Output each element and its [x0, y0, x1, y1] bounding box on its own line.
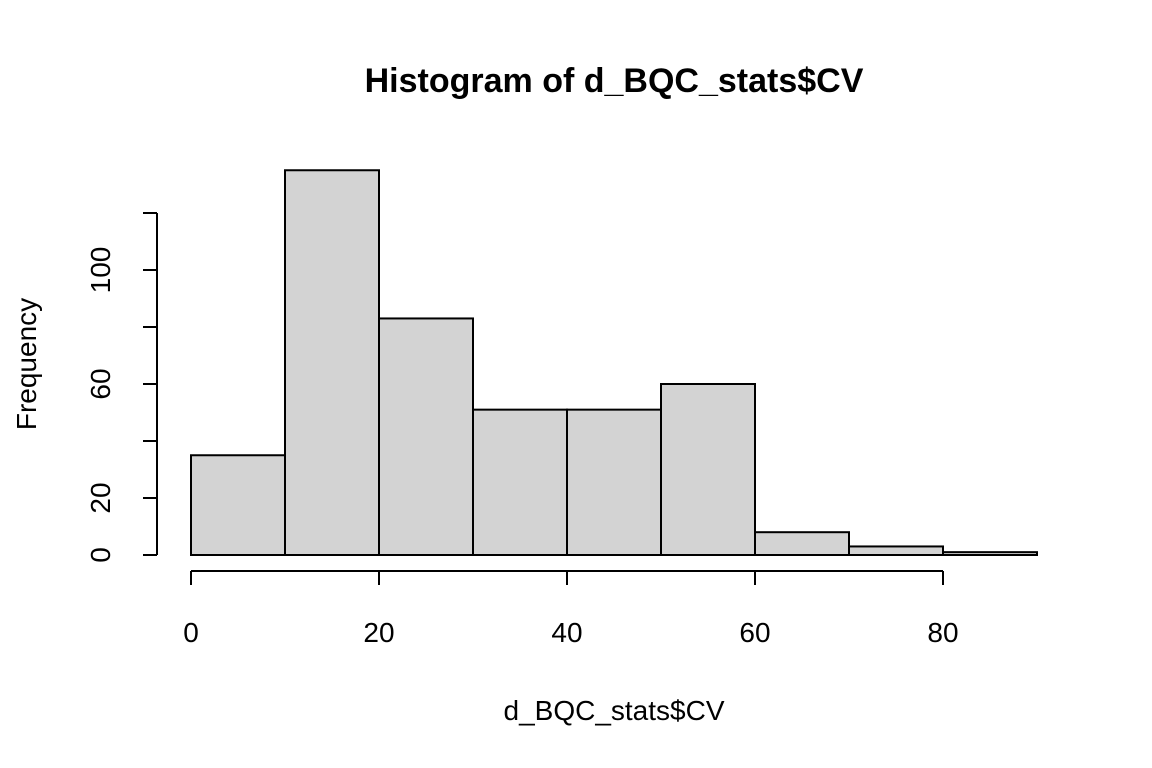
- histogram-bar: [284, 169, 380, 556]
- histogram-bar: [754, 531, 850, 557]
- x-tick-label: 40: [551, 617, 582, 648]
- x-tick-label: 60: [739, 617, 770, 648]
- y-tick-label: 100: [85, 247, 116, 294]
- chart-title: Histogram of d_BQC_stats$CV: [365, 62, 864, 100]
- y-axis: 0 20 60 100: [85, 212, 158, 563]
- x-tick-label: 0: [183, 617, 199, 648]
- x-axis-label: d_BQC_stats$CV: [504, 695, 725, 726]
- histogram-bar: [190, 454, 286, 556]
- histogram-bar: [848, 545, 944, 557]
- histogram-bar: [378, 317, 474, 557]
- y-tick-label: 60: [85, 368, 116, 399]
- x-tick-label: 20: [363, 617, 394, 648]
- bars-group: [190, 169, 1038, 557]
- y-tick-label: 0: [85, 547, 116, 563]
- x-axis: 0 20 40 60 80: [183, 570, 959, 648]
- x-tick-label: 80: [927, 617, 958, 648]
- histogram-bar: [942, 551, 1038, 557]
- y-tick-label: 20: [85, 482, 116, 513]
- y-axis-label: Frequency: [11, 298, 42, 430]
- histogram-bar: [472, 408, 568, 556]
- histogram-bar: [660, 383, 756, 556]
- histogram-bar: [566, 408, 662, 556]
